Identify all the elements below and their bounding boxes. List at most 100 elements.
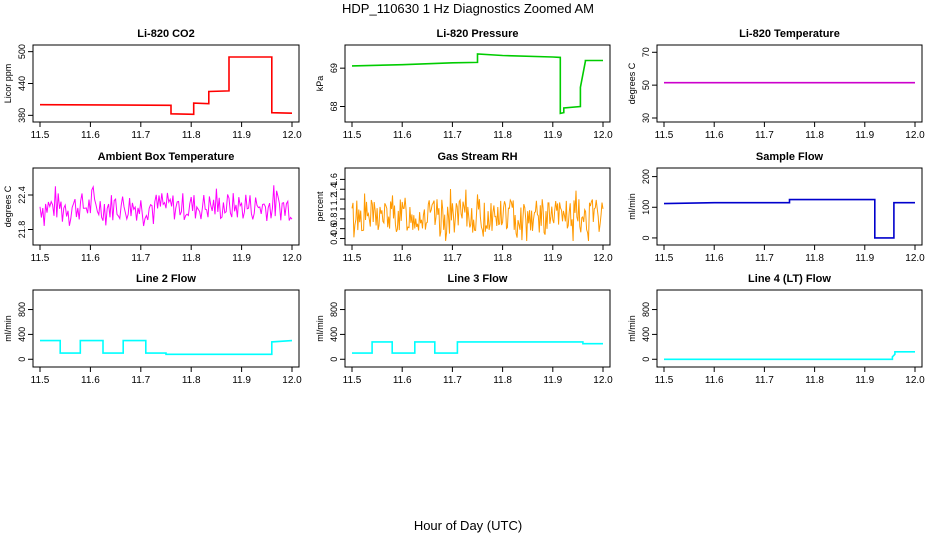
figure-title: HDP_110630 1 Hz Diagnostics Zoomed AM — [342, 1, 594, 16]
panel-title: Gas Stream RH — [437, 151, 517, 163]
series-line — [663, 198, 915, 239]
y-tick-label: 0.8 — [329, 213, 339, 226]
x-tick-label: 11.6 — [393, 253, 412, 264]
panel-9: Line 4 (LT) Flow 11.5 11.6 11.7 11.8 11.9 12.0… — [627, 273, 925, 386]
series-line — [39, 56, 293, 116]
x-tick-label: 11.9 — [543, 253, 562, 264]
y-axis-label: ml/min — [627, 315, 637, 342]
y-tick-label: 1 — [329, 206, 339, 211]
x-axis-caption: Hour of Day (UTC) — [413, 518, 523, 533]
x-tick-label: 11.7 — [755, 130, 774, 141]
panel-3: Li-820 Temperature 11.5 11.6 11.7 11.8 11.9 12… — [627, 28, 925, 141]
panel-2: Li-820 Pressure 11.5 11.6 11.7 11.8 11.9 12.0 6… — [315, 28, 613, 141]
x-tick-label: 11.8 — [805, 375, 824, 386]
panel-title: Li-820 Temperature — [739, 28, 840, 40]
x-tick-label: 12.0 — [905, 253, 925, 264]
panel-4: Ambient Box Temperature 11.5 11.6 11.7 11.8 1… — [3, 151, 302, 264]
x-tick-label: 11.8 — [493, 130, 512, 141]
y-tick-label: 69 — [329, 63, 339, 73]
series-line — [39, 185, 293, 227]
x-tick-label: 12.0 — [282, 253, 302, 264]
x-tick-label: 11.7 — [131, 130, 150, 141]
y-tick-label: 1.2 — [329, 193, 339, 206]
plot-frame — [344, 167, 611, 246]
x-tick-label: 11.6 — [705, 375, 724, 386]
y-tick-label: 0.6 — [329, 222, 339, 235]
y-tick-label: 68 — [329, 101, 339, 111]
y-tick-label: 400 — [17, 327, 27, 342]
y-tick-label: 800 — [329, 302, 339, 317]
y-tick-label: 400 — [641, 327, 651, 342]
x-tick-label: 11.9 — [855, 375, 874, 386]
y-tick-label: 30 — [641, 113, 651, 123]
x-tick-label: 11.7 — [443, 130, 462, 141]
y-tick-label: 1.4 — [329, 183, 339, 196]
x-tick-label: 11.9 — [543, 375, 562, 386]
x-tick-label: 12.0 — [593, 130, 613, 141]
panel-title: Li-820 Pressure — [437, 28, 519, 40]
x-tick-label: 12.0 — [282, 375, 302, 386]
panel-title: Line 3 Flow — [448, 273, 508, 285]
y-axis-label: kPa — [315, 76, 325, 92]
x-tick-label: 11.5 — [31, 253, 50, 264]
x-tick-label: 11.9 — [855, 130, 874, 141]
series-line — [40, 339, 293, 356]
y-tick-label: 0.4 — [329, 232, 339, 245]
x-tick-label: 11.8 — [493, 375, 512, 386]
panel-title: Line 2 Flow — [136, 273, 196, 285]
y-tick-label: 0 — [641, 357, 651, 362]
y-tick-label: 800 — [641, 302, 651, 317]
y-tick-label: 800 — [17, 302, 27, 317]
x-tick-label: 11.9 — [543, 130, 562, 141]
x-tick-label: 11.5 — [31, 375, 50, 386]
series-line — [351, 188, 604, 242]
x-tick-label: 11.6 — [81, 375, 100, 386]
x-tick-label: 11.6 — [81, 253, 100, 264]
plot-frame — [32, 289, 300, 368]
y-tick-label: 200 — [641, 169, 651, 184]
x-tick-label: 12.0 — [593, 253, 613, 264]
x-tick-label: 11.6 — [705, 130, 724, 141]
series-line — [352, 341, 603, 354]
x-tick-label: 11.6 — [81, 130, 100, 141]
x-tick-label: 11.9 — [855, 253, 874, 264]
panel-8: Line 3 Flow 11.5 11.6 11.7 11.8 11.9 12.0 0 400 8… — [315, 273, 613, 386]
plot-frame — [656, 167, 923, 246]
x-tick-label: 11.9 — [232, 375, 251, 386]
x-tick-label: 11.9 — [232, 253, 251, 264]
y-tick-label: 380 — [17, 108, 27, 123]
x-tick-label: 11.5 — [343, 253, 362, 264]
y-tick-label: 70 — [641, 47, 651, 57]
x-tick-label: 12.0 — [282, 130, 302, 141]
y-axis-label: percent — [315, 191, 325, 222]
plot-frame — [656, 44, 923, 123]
x-tick-label: 11.5 — [655, 375, 674, 386]
x-tick-label: 11.7 — [755, 375, 774, 386]
panel-6: Sample Flow 11.5 11.6 11.7 11.8 11.9 12.0 0 100 2… — [627, 151, 925, 264]
x-tick-label: 11.8 — [182, 130, 201, 141]
y-tick-label: 100 — [641, 200, 651, 215]
y-tick-label: 0 — [17, 357, 27, 362]
y-tick-label: 440 — [17, 76, 27, 91]
x-tick-label: 11.7 — [443, 375, 462, 386]
panel-1: Li-820 CO2 11.5 11.6 11.7 11.8 11.9 12.0 380 440… — [3, 28, 302, 141]
x-tick-label: 11.8 — [182, 375, 201, 386]
y-axis-label: Licor ppm — [3, 64, 13, 104]
plot-frame — [32, 167, 300, 246]
x-tick-label: 11.6 — [393, 375, 412, 386]
plot-frame — [344, 289, 611, 368]
x-tick-label: 11.5 — [343, 375, 362, 386]
y-tick-label: 22.4 — [17, 186, 27, 204]
x-tick-label: 11.7 — [131, 253, 150, 264]
x-tick-label: 11.5 — [31, 130, 50, 141]
y-tick-label: 0 — [641, 235, 651, 240]
x-tick-label: 11.7 — [131, 375, 150, 386]
panel-title: Ambient Box Temperature — [98, 151, 235, 163]
x-tick-label: 12.0 — [593, 375, 613, 386]
y-tick-label: 21.8 — [17, 221, 27, 239]
panel-7: Line 2 Flow 11.5 11.6 11.7 11.8 11.9 12.0 0 400 8… — [3, 273, 302, 386]
plot-frame — [344, 44, 611, 123]
x-tick-label: 11.8 — [805, 130, 824, 141]
